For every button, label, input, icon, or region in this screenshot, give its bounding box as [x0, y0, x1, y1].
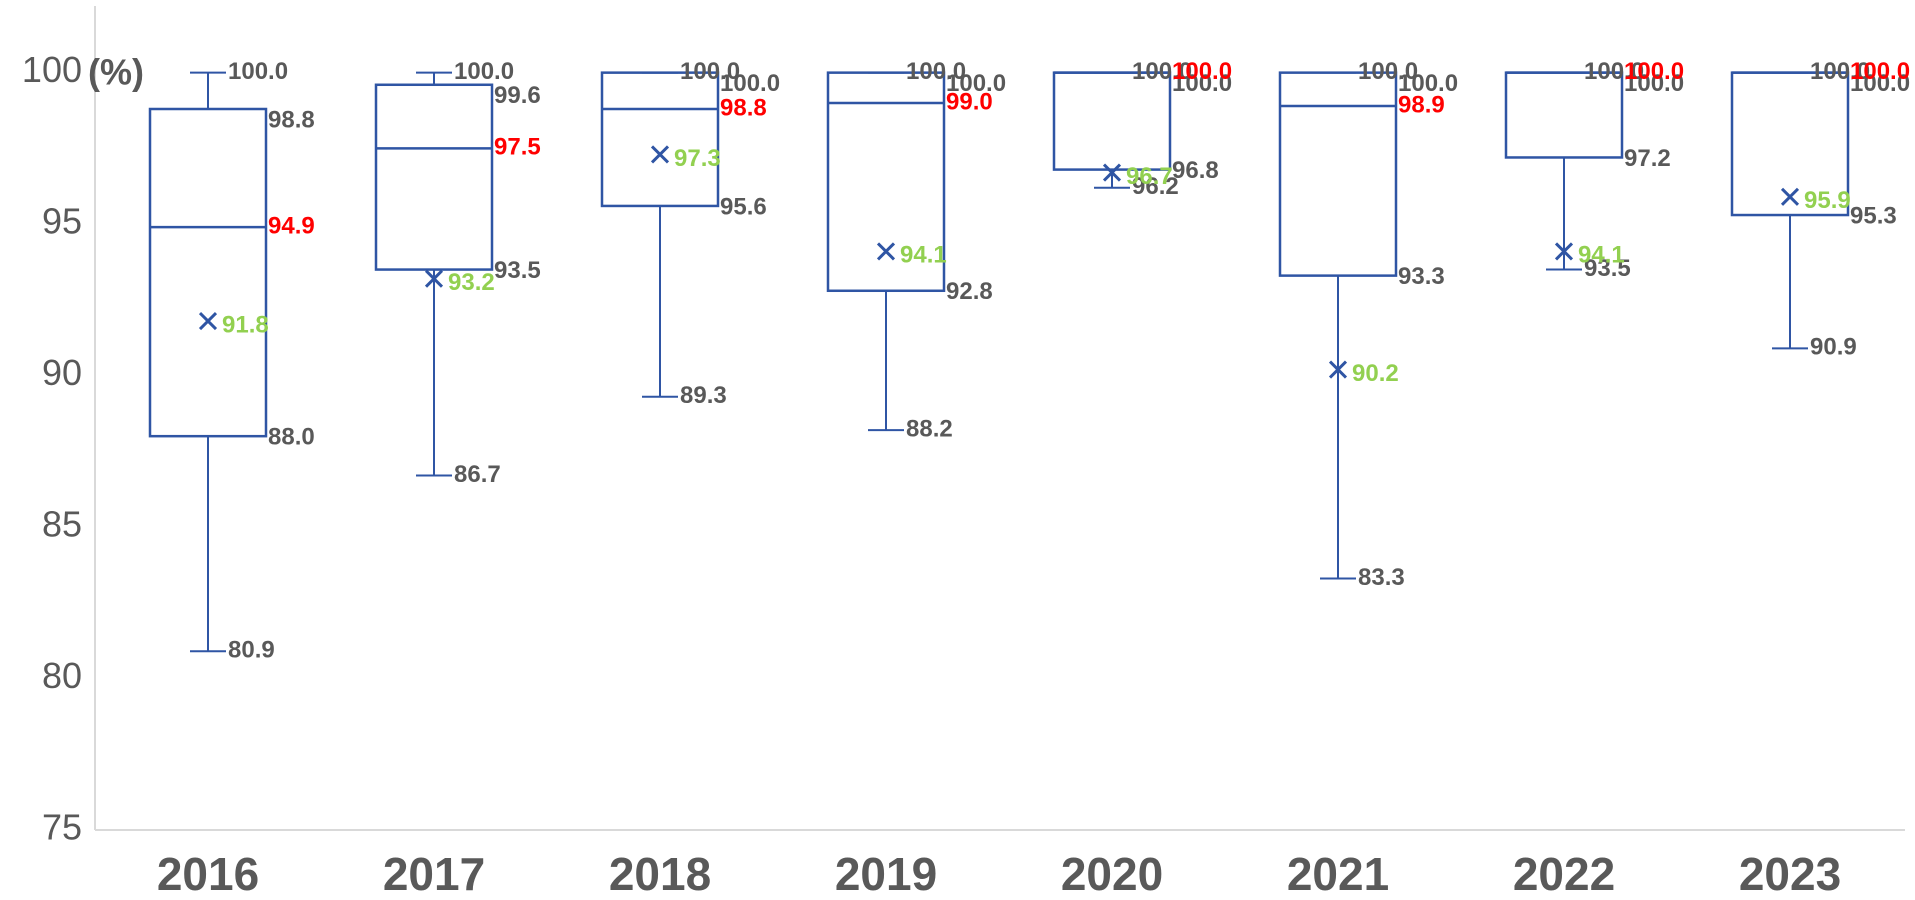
x-tick-label: 2022: [1513, 848, 1615, 900]
y-tick-label: 100: [22, 49, 82, 90]
mean-label: 94.1: [900, 242, 947, 269]
mean-label: 90.2: [1352, 360, 1399, 387]
box: [1280, 73, 1396, 276]
q3-label: 99.6: [494, 82, 541, 109]
x-tick-label: 2017: [383, 848, 485, 900]
q1-label: 93.3: [1398, 263, 1445, 290]
min-label: 86.7: [454, 461, 501, 488]
y-tick-label: 85: [42, 504, 82, 545]
mean-marker: [878, 243, 894, 259]
y-tick-label: 90: [42, 352, 82, 393]
box: [1054, 73, 1170, 170]
median-label: 98.9: [1398, 91, 1445, 118]
median-label: 100.0: [1624, 58, 1684, 85]
mean-marker: [200, 313, 216, 329]
mean-label: 95.9: [1804, 187, 1851, 214]
median-label: 99.0: [946, 88, 993, 115]
box: [1506, 73, 1622, 158]
box: [150, 109, 266, 436]
page: {"chart_data": {"type": "box", "y_label"…: [0, 0, 1915, 900]
median-label: 94.9: [268, 212, 315, 239]
max-label: 100.0: [228, 58, 288, 85]
median-label: 100.0: [1172, 58, 1232, 85]
x-tick-label: 2019: [835, 848, 937, 900]
median-label: 98.8: [720, 94, 767, 121]
q1-label: 92.8: [946, 278, 993, 305]
x-tick-label: 2021: [1287, 848, 1389, 900]
mean-label: 97.3: [674, 145, 721, 172]
mean-label: 94.1: [1578, 242, 1625, 269]
mean-marker: [652, 146, 668, 162]
q1-label: 88.0: [268, 424, 315, 451]
max-label: 100.0: [454, 58, 514, 85]
x-tick-label: 2020: [1061, 848, 1163, 900]
min-label: 83.3: [1358, 564, 1405, 591]
mean-label: 91.8: [222, 311, 269, 338]
q3-label: 98.8: [268, 106, 315, 133]
q1-label: 97.2: [1624, 145, 1671, 172]
chart: (%) 75 80 85 90 95 100 2016 80.9 100.0 88.0 98.8 94…: [0, 0, 1915, 900]
median-label: 97.5: [494, 134, 541, 161]
y-tick-label: 95: [42, 201, 82, 242]
q3-label: 100.0: [720, 70, 780, 97]
q1-label: 93.5: [494, 257, 541, 284]
x-tick-label: 2016: [157, 848, 259, 900]
median-label: 100.0: [1850, 58, 1910, 85]
min-label: 88.2: [906, 415, 953, 442]
mean-label: 93.2: [448, 269, 495, 296]
mean-marker: [1782, 189, 1798, 205]
q1-label: 95.6: [720, 193, 767, 220]
x-tick-label: 2018: [609, 848, 711, 900]
min-label: 90.9: [1810, 334, 1857, 361]
box: [376, 85, 492, 270]
y-tick-label: 80: [42, 655, 82, 696]
q1-label: 96.8: [1172, 157, 1219, 184]
min-label: 80.9: [228, 637, 275, 664]
x-tick-label: 2023: [1739, 848, 1841, 900]
q1-label: 95.3: [1850, 202, 1897, 229]
mean-label: 96.7: [1126, 163, 1173, 190]
y-axis-label: (%): [88, 52, 144, 93]
min-label: 89.3: [680, 382, 727, 409]
y-tick-label: 75: [42, 807, 82, 848]
box: [602, 73, 718, 206]
